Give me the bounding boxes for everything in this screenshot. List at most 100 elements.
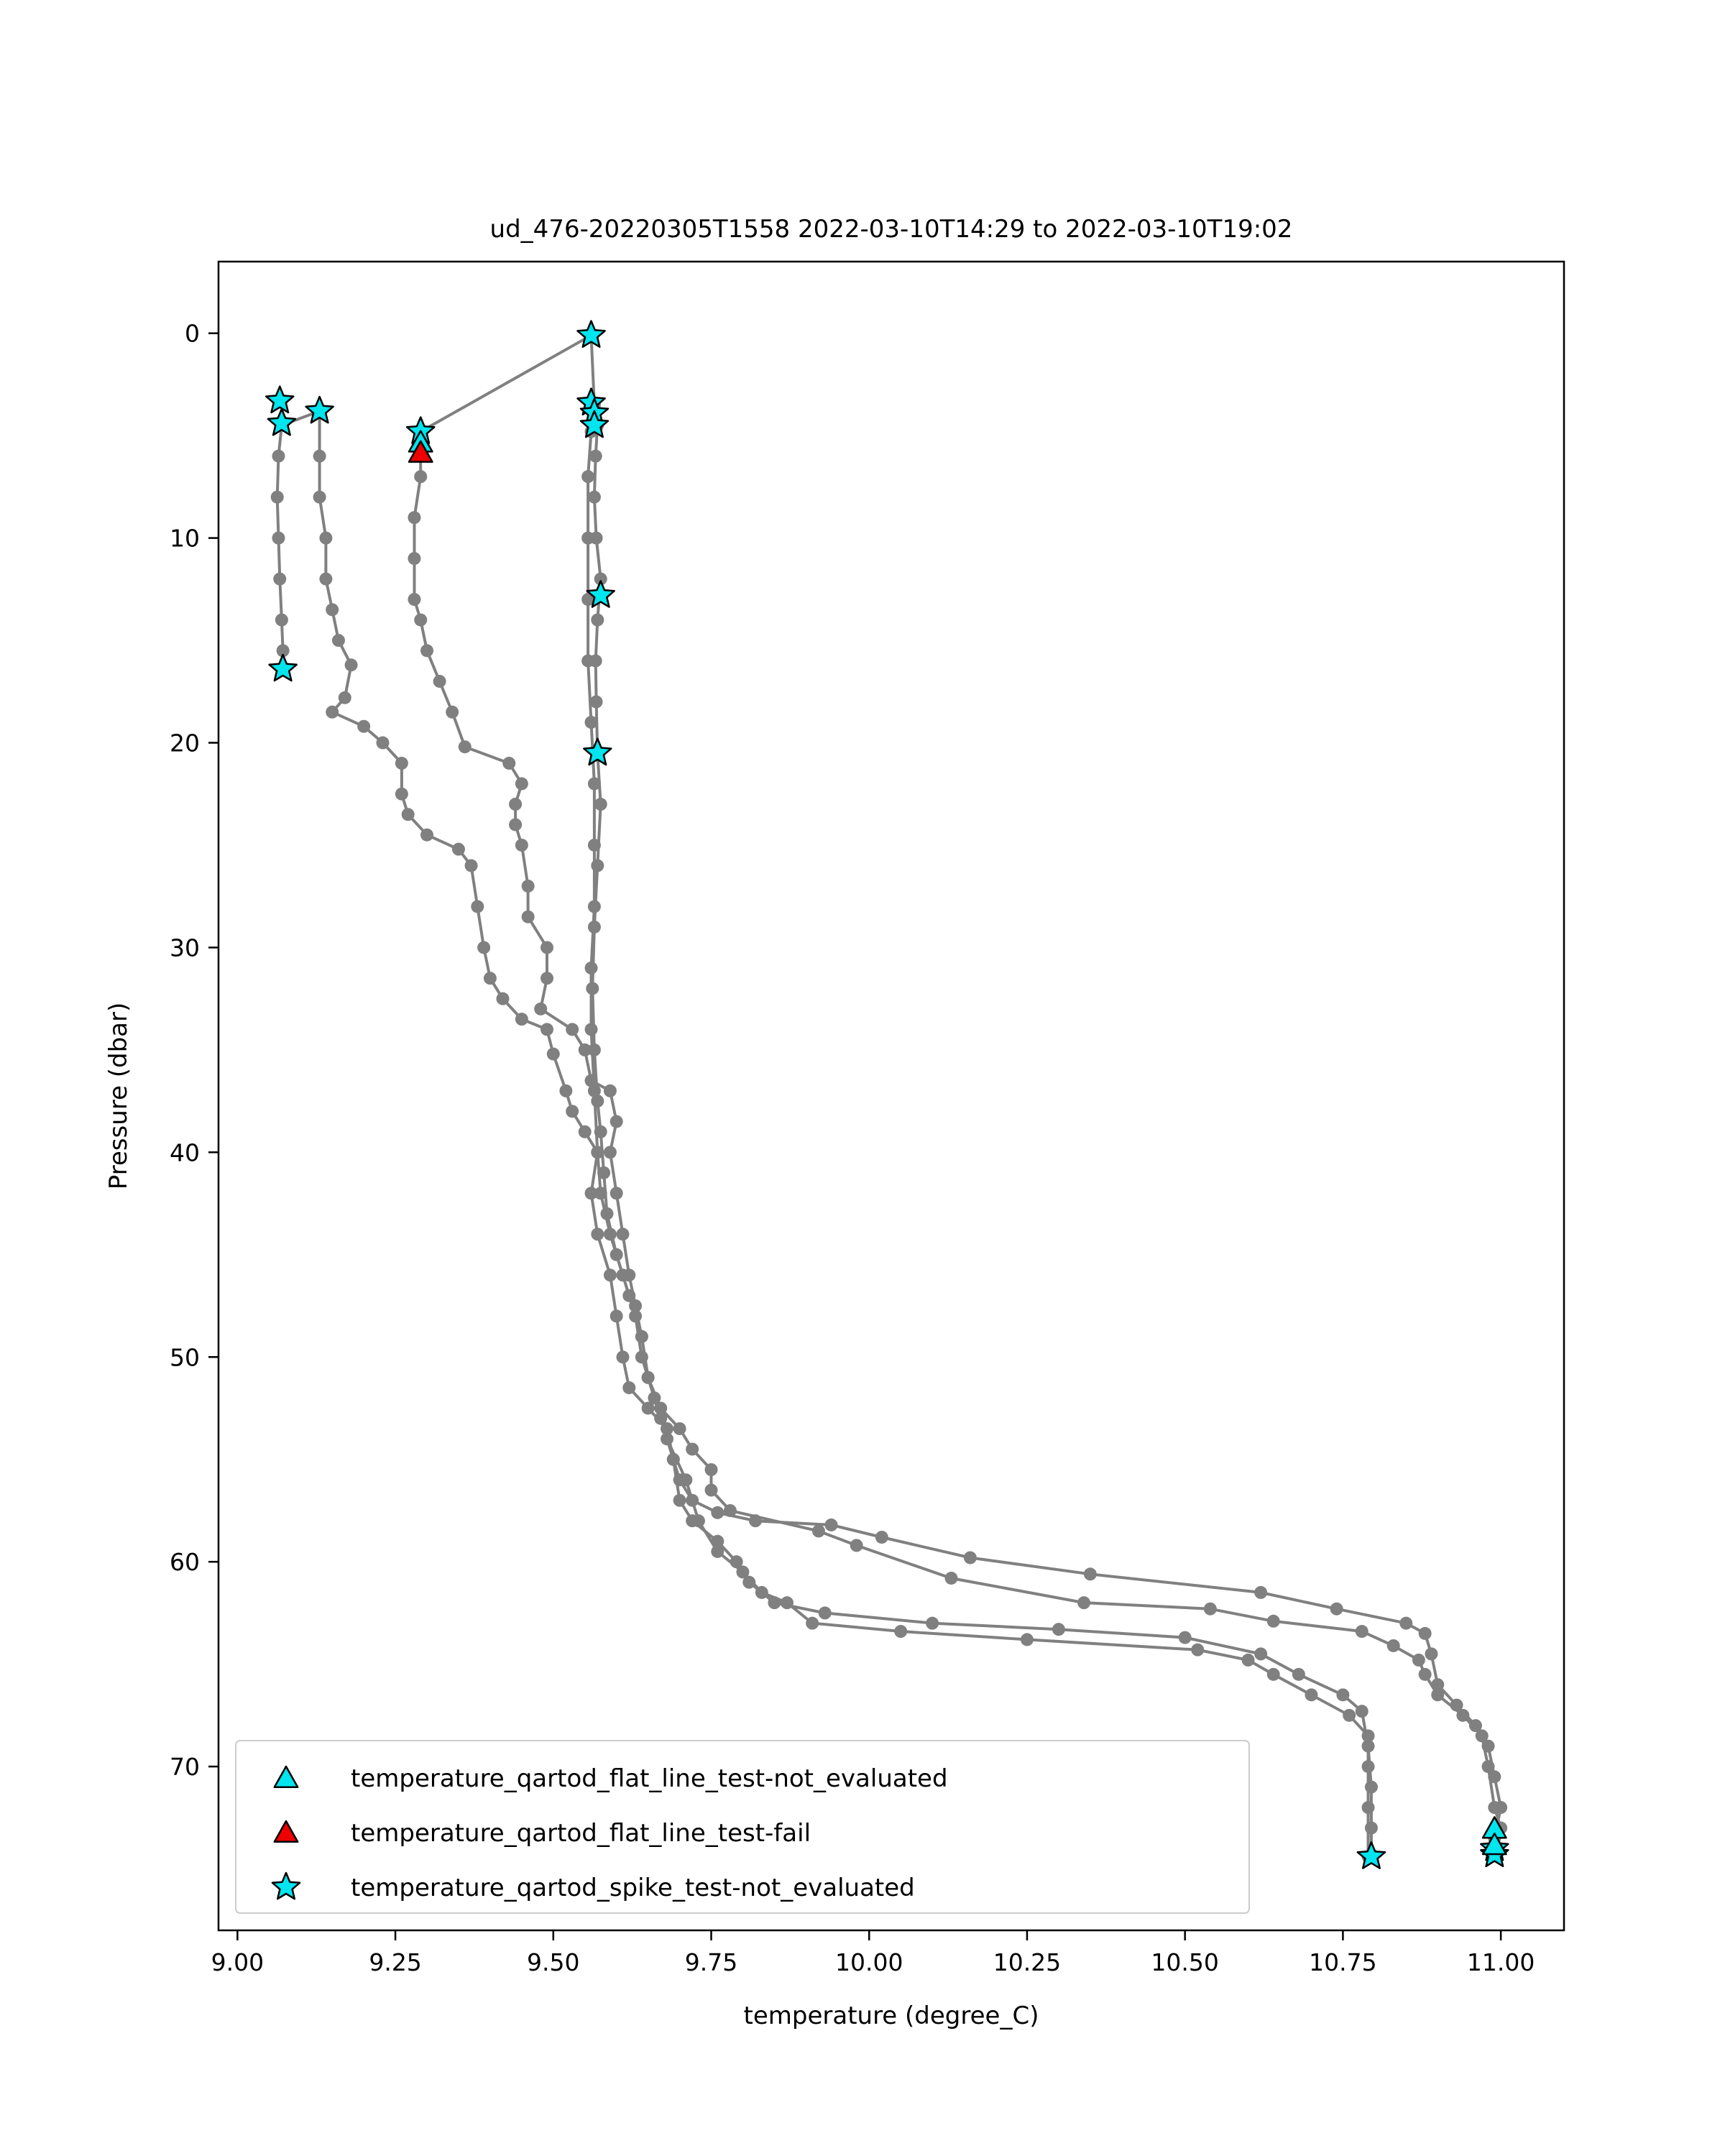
x-tick-label: 10.25 [993,1948,1061,1976]
profile-point [1330,1602,1343,1616]
y-tick-label: 30 [170,934,200,962]
profile-point [272,449,285,463]
x-tick-label: 11.00 [1467,1948,1535,1976]
profile-point [401,808,415,821]
profile-point [276,644,290,658]
legend-marker [271,1871,301,1900]
profile-point [1336,1688,1350,1702]
legend-label: temperature_qartod_spike_test-not_evalua… [351,1874,915,1902]
profile-point [1254,1585,1268,1599]
profile-point [742,1575,756,1589]
profile-point [589,449,602,463]
profile-point [1361,1801,1375,1815]
plot-frame [217,260,1565,1932]
profile-point [1254,1647,1268,1661]
profile-point [1343,1708,1356,1722]
profile-point [594,798,607,811]
markers-layer [264,320,1509,1869]
spike-marker [586,580,615,608]
flat-line-marker [408,440,433,463]
legend-label: temperature_qartod_flat_line_test-fail [351,1819,811,1848]
profile-point [357,719,371,733]
profile-point [581,531,595,545]
profile-point [338,691,351,704]
profile-point [704,1462,718,1476]
profile-point [587,1043,601,1056]
profile-point [591,613,604,627]
profile-point [736,1565,750,1579]
profile-point [483,972,497,985]
x-tick-label: 9.50 [527,1948,579,1976]
profile-point [824,1518,838,1531]
profile-point [1292,1667,1305,1681]
y-tick-label: 50 [170,1343,200,1371]
profile-point [446,705,459,719]
profile-point [711,1506,724,1519]
profile-point [420,828,434,842]
profile-point [395,757,408,770]
profile-point [711,1544,724,1558]
profile-point [806,1616,819,1630]
profile-point [723,1503,737,1517]
profile-point [811,1524,825,1538]
spike-marker [268,653,298,682]
y-tick-label: 20 [170,729,200,757]
profile-point [616,1350,630,1364]
profile-point [894,1625,908,1639]
profile-point [1077,1596,1091,1610]
profile-point [963,1551,977,1565]
profile-point [616,1268,630,1282]
profile-point [540,1023,554,1036]
profile-point [578,1125,592,1138]
profile-line [420,333,592,433]
profile-point [1083,1567,1097,1581]
flat-line-marker [1481,1832,1507,1856]
spike-marker [583,737,612,766]
profile-point [603,1268,617,1282]
profile-point [584,961,598,975]
profile-point [408,511,421,525]
profile-point [540,941,554,954]
profile-point [648,1391,661,1405]
profile-point [1052,1623,1065,1636]
profile-point [679,1473,693,1487]
profile-point [926,1616,939,1630]
profile-point [578,1043,592,1056]
profile-point [1020,1633,1034,1646]
profile-point [502,757,516,770]
y-tick-label: 60 [170,1548,200,1576]
profile-point [566,1023,579,1036]
profile-point [691,1514,705,1528]
profile-point [319,572,333,586]
profile-point [1488,1801,1501,1815]
profile-point [414,470,428,484]
profile-point [1305,1688,1318,1702]
y-tick-label: 0 [185,320,200,348]
spike-marker [267,407,297,436]
profile-point [1361,1760,1375,1774]
profile-point [534,1002,548,1015]
profile-point [875,1530,888,1544]
profile-point [673,1422,686,1435]
y-axis-label: Pressure (dbar) [104,1003,133,1190]
profile-point [587,1084,601,1097]
profile-point [629,1309,643,1323]
profile-point [471,900,484,913]
profile-point [1481,1760,1495,1774]
profile-point [546,1047,560,1061]
profile-point [313,490,326,504]
profile-point [622,1381,636,1394]
legend: temperature_qartod_flat_line_test-not_ev… [235,1740,1250,1914]
x-axis: 9.00 9.25 9.50 9.75 10.00 10.25 10.50 10.75 11.0… [211,1930,1535,1976]
profile-point [673,1493,686,1507]
profile-point [1418,1667,1432,1681]
profile-point [331,634,345,648]
profile-point [584,716,598,729]
profile-point [414,613,428,627]
profile-point [591,1227,604,1241]
profile-point [587,900,601,913]
profile-point [584,1023,598,1036]
profile-point [408,593,421,607]
spike-marker [1356,1841,1386,1869]
profile-line [589,335,1373,1855]
